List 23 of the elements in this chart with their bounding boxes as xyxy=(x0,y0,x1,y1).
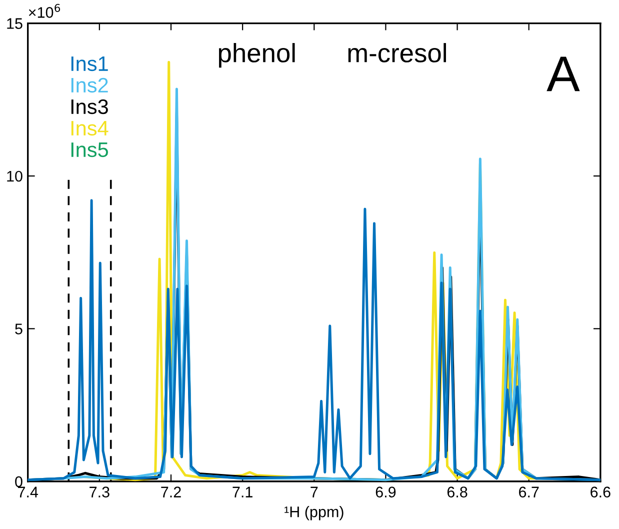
x-tick-label: 6.9 xyxy=(376,486,396,498)
x-tick-label: 7 xyxy=(310,486,318,498)
text: Ins4 xyxy=(71,121,108,136)
x-tick-label: 6.8 xyxy=(447,486,468,498)
text: Ins2 xyxy=(71,78,108,93)
y-tick-label: 0 xyxy=(15,476,22,488)
x-tick-label: 7.1 xyxy=(232,486,252,498)
text: ×10$^{6}$ xyxy=(28,4,60,18)
text: Ins3 xyxy=(71,99,108,114)
text: Ins1 xyxy=(71,56,108,72)
y-tick-label: 15 xyxy=(7,18,22,29)
y-tick-label: 5 xyxy=(15,324,22,334)
legend-label: Ins5 xyxy=(71,142,108,158)
x-tick-label: 6.7 xyxy=(519,486,539,498)
x-tick-label: 6.6 xyxy=(590,486,610,498)
annotation: phenol xyxy=(218,43,295,68)
x-axis-title: ¹H (ppm) xyxy=(284,506,344,520)
annotation: A xyxy=(546,56,580,92)
x-tick-label: 7.4 xyxy=(18,486,38,498)
x-tick-label: 7.3 xyxy=(90,486,110,498)
x-tick-label: 7.2 xyxy=(161,486,181,498)
y-tick-label: 10 xyxy=(7,170,22,182)
annotation: m-cresol xyxy=(348,43,446,62)
